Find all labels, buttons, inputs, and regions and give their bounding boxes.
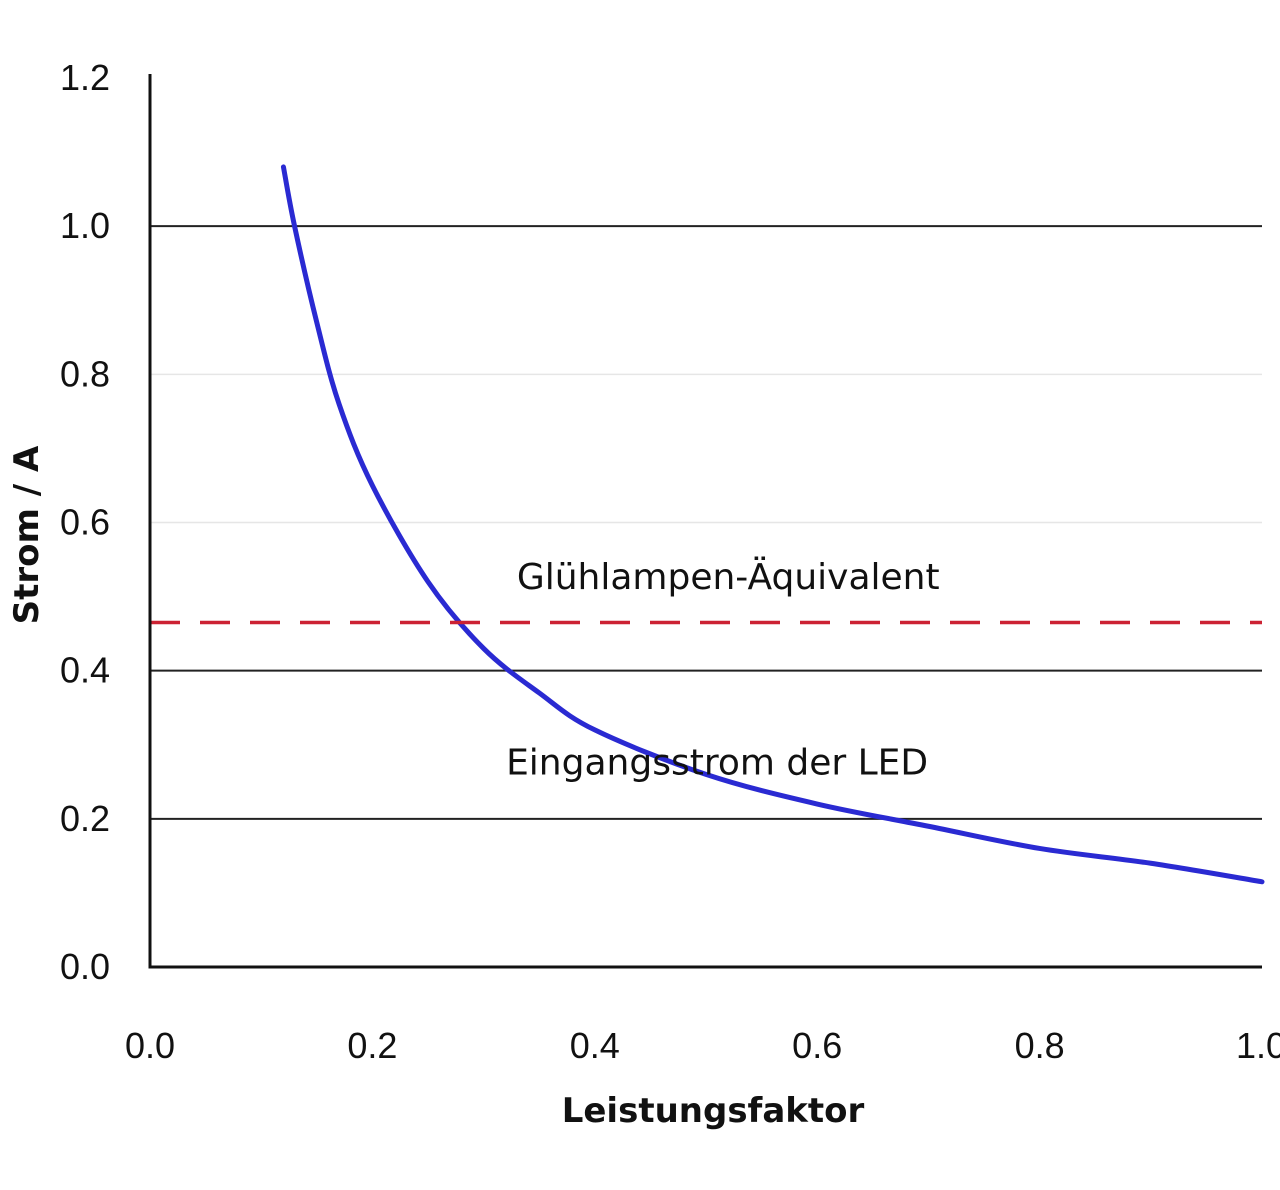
x-tick-label: 0.0 [125,1025,175,1066]
x-tick-label: 1.0 [1236,1025,1280,1066]
y-tick-label: 1.2 [60,57,110,98]
annotation-eingangsstrom: Eingangsstrom der LED [506,742,928,783]
series-line-eingangsstrom [280,164,1265,885]
x-tick-label: 0.6 [792,1025,842,1066]
y-axis-label: Strom / A [7,445,47,624]
x-axis-label: Leistungsfaktor [562,1091,865,1131]
y-tick-label: 0.0 [60,946,110,987]
annotation-gluehlampen: Glühlampen-Äquivalent [517,556,940,598]
x-tick-label: 0.2 [347,1025,397,1066]
x-tick-label: 0.8 [1015,1025,1065,1066]
y-tick-label: 0.8 [60,353,110,394]
y-tick-label: 0.2 [60,798,110,839]
tick-labels: 0.0 0.2 0.4 0.6 0.8 1.0 1.2 0.0 0.2 0.4 0.6 0.8 1.0 [60,57,1280,1066]
gridlines [150,225,1262,820]
series-group [150,164,1265,885]
y-tick-label: 0.6 [60,502,110,543]
y-tick-label: 1.0 [60,205,110,246]
axes [148,74,1262,969]
x-tick-label: 0.4 [570,1025,620,1066]
y-tick-label: 0.4 [60,650,110,691]
